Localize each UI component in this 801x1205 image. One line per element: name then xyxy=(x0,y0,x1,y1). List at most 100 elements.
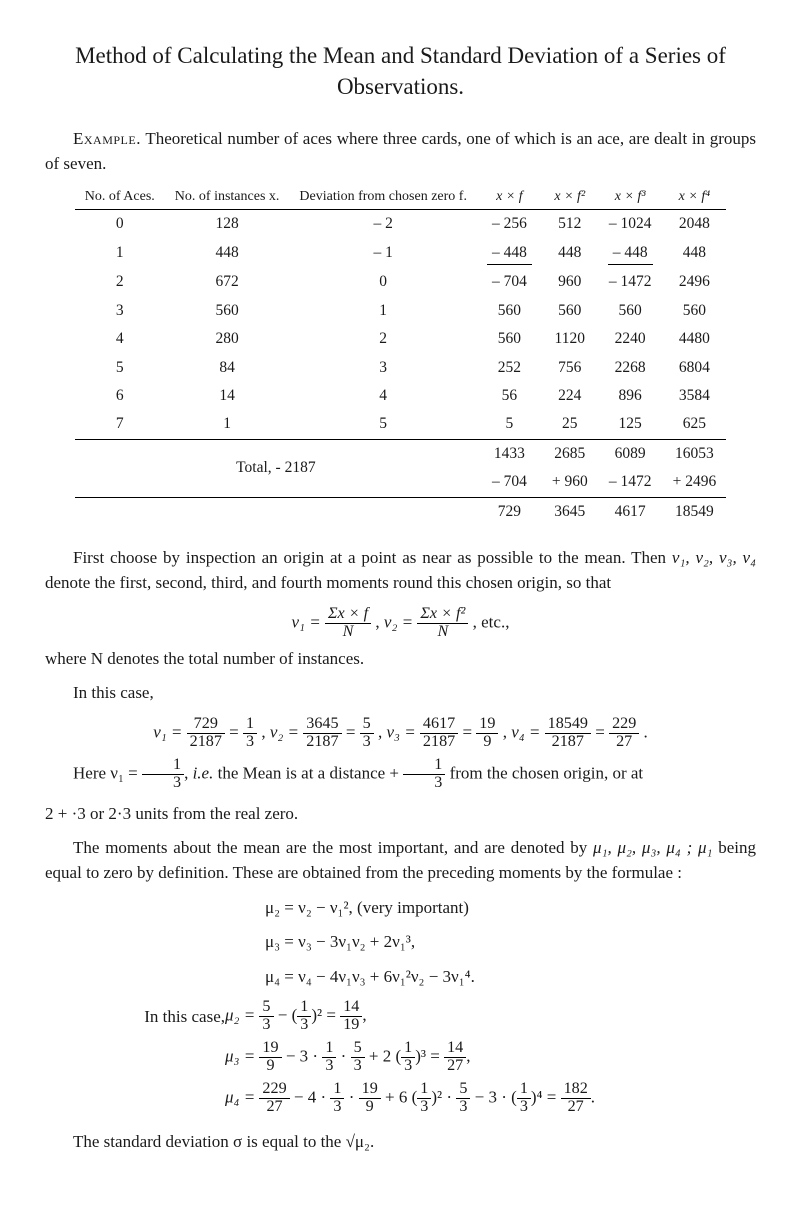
mu-formula-3: μ₄ = ν₄ − 4ν₁ν₃ + 6ν₁²ν₂ − 3ν₁⁴. xyxy=(45,965,756,990)
mu2-t1d: 3 xyxy=(259,1017,273,1034)
here-b: the Mean is at a distance + xyxy=(213,763,403,782)
table-cell: – 2 xyxy=(289,210,477,239)
here-den1: 3 xyxy=(142,775,184,792)
th-c6: x × f⁴ xyxy=(663,186,727,209)
mu3-row: μ₃ = 199 − 3 · 13 · 53 + 2 (13)³ = 1427, xyxy=(45,1040,756,1075)
table-row: 35601560560560560 xyxy=(75,297,726,325)
table-cell: 560 xyxy=(542,297,598,325)
table-cell: 5 xyxy=(75,354,165,382)
mu3-p2: + 2 xyxy=(369,1047,391,1066)
nu1-num: Σx × f xyxy=(325,606,371,624)
n3a: ν₃ = xyxy=(386,722,415,741)
mu4-t3d: 9 xyxy=(359,1099,381,1116)
para-where-n: where N denotes the total number of inst… xyxy=(45,647,756,672)
table-cell: 2496 xyxy=(663,268,727,296)
here-ie: i.e. xyxy=(193,763,214,782)
table-cell: 625 xyxy=(663,410,727,439)
mu4-t4n: 1 xyxy=(417,1081,431,1099)
in-this-case: In this case, xyxy=(45,1005,225,1030)
table-row: 715525125625 xyxy=(75,410,726,439)
grand-c5: 4617 xyxy=(598,497,663,526)
para1-nus: ν₁, ν₂, ν₃, ν₄ xyxy=(672,548,756,567)
mu2-rd: 19 xyxy=(340,1017,362,1034)
mu3-t2n: 1 xyxy=(322,1040,336,1058)
n4eq: = xyxy=(595,722,605,741)
mu2-lhs: μ₂ = xyxy=(225,1006,255,1025)
page-title: Method of Calculating the Mean and Stand… xyxy=(45,40,756,102)
mu3-t2d: 3 xyxy=(322,1058,336,1075)
mu2-minus: − xyxy=(278,1006,292,1025)
mu4-t3n: 19 xyxy=(359,1081,381,1099)
mu4-t2n: 1 xyxy=(330,1081,344,1099)
table-row: 6144562248963584 xyxy=(75,382,726,410)
mu4-rp1: )² xyxy=(431,1088,442,1107)
sum1-c6: 16053 xyxy=(663,439,727,468)
mu2-row: In this case, μ₂ = 53 − (13)² = 1419, xyxy=(45,999,756,1034)
n1a: ν₁ = xyxy=(153,722,182,741)
example-text: Theoretical number of aces where three c… xyxy=(45,129,756,173)
mu4-dot1: · xyxy=(349,1088,359,1107)
table-cell: 2 xyxy=(75,268,165,296)
mu4-lhs: μ₄ = xyxy=(225,1088,255,1107)
mu3-t3d: 3 xyxy=(351,1058,365,1075)
sep3: , xyxy=(503,722,512,741)
para-first-choose: First choose by inspection an origin at … xyxy=(45,546,756,595)
table-cell: 3 xyxy=(289,354,477,382)
sum1-c3: 1433 xyxy=(477,439,542,468)
n4a: ν₄ = xyxy=(511,722,540,741)
mu3-m1: − 3 · xyxy=(286,1047,323,1066)
table-cell: 960 xyxy=(542,268,598,296)
here-num2: 1 xyxy=(403,757,445,775)
table-cell: 3 xyxy=(75,297,165,325)
mu3-lhs: μ₃ = xyxy=(225,1047,255,1066)
table-cell: 128 xyxy=(165,210,290,239)
n4n1: 18549 xyxy=(545,716,591,734)
mu3-rp: )³ xyxy=(415,1047,426,1066)
table-cell: 1 xyxy=(75,239,165,268)
n1d1: 2187 xyxy=(187,734,225,751)
mu3-t3n: 5 xyxy=(351,1040,365,1058)
sum2-c5: – 1472 xyxy=(598,468,663,497)
etc: , etc., xyxy=(473,612,510,631)
table-cell: 448 xyxy=(165,239,290,268)
table-cell: 14 xyxy=(165,382,290,410)
mu2-end: , xyxy=(362,1006,366,1025)
sum2-c3: – 704 xyxy=(477,468,542,497)
sum1-c5: 6089 xyxy=(598,439,663,468)
table-cell: – 1 xyxy=(289,239,477,268)
table-cell: 2 xyxy=(289,325,477,353)
here-num1: 1 xyxy=(142,757,184,775)
stddev-line: The standard deviation σ is equal to the… xyxy=(45,1130,756,1155)
mu4-rn: 182 xyxy=(561,1081,591,1099)
nu1-lhs: ν₁ = xyxy=(292,612,321,631)
table-cell: – 448 xyxy=(598,239,663,268)
nu2-den: N xyxy=(417,624,468,641)
table-cell: 6804 xyxy=(663,354,727,382)
mu3-t1d: 9 xyxy=(259,1058,281,1075)
n4d2: 27 xyxy=(609,734,639,751)
mu3-t1n: 19 xyxy=(259,1040,281,1058)
table-cell: 560 xyxy=(598,297,663,325)
comma1: , xyxy=(375,612,384,631)
mu3-rd: 27 xyxy=(444,1058,466,1075)
mu4-p6: + 6 xyxy=(385,1088,407,1107)
table-cell: 560 xyxy=(477,325,542,353)
mu4-m1: − 4 · xyxy=(294,1088,331,1107)
th-c1: No. of instances x. xyxy=(165,186,290,209)
nu2-num: Σx × f² xyxy=(417,606,468,624)
n3n1: 4617 xyxy=(420,716,458,734)
mu2-t2n: 1 xyxy=(297,999,311,1017)
table-cell: – 1024 xyxy=(598,210,663,239)
n2n2: 5 xyxy=(360,716,374,734)
th-c4: x × f² xyxy=(542,186,598,209)
table-cell: 560 xyxy=(477,297,542,325)
table-cell: 125 xyxy=(598,410,663,439)
table-cell: 5 xyxy=(477,410,542,439)
table-row: 0128– 2– 256512– 10242048 xyxy=(75,210,726,239)
table-row: 42802560112022404480 xyxy=(75,325,726,353)
table-cell: 3584 xyxy=(663,382,727,410)
mu4-eq: = xyxy=(547,1088,561,1107)
para-moments: The moments about the mean are the most … xyxy=(45,836,756,885)
example-para: Example. Theoretical number of aces wher… xyxy=(45,127,756,176)
moments-a: The moments about the mean are the most … xyxy=(73,838,593,857)
